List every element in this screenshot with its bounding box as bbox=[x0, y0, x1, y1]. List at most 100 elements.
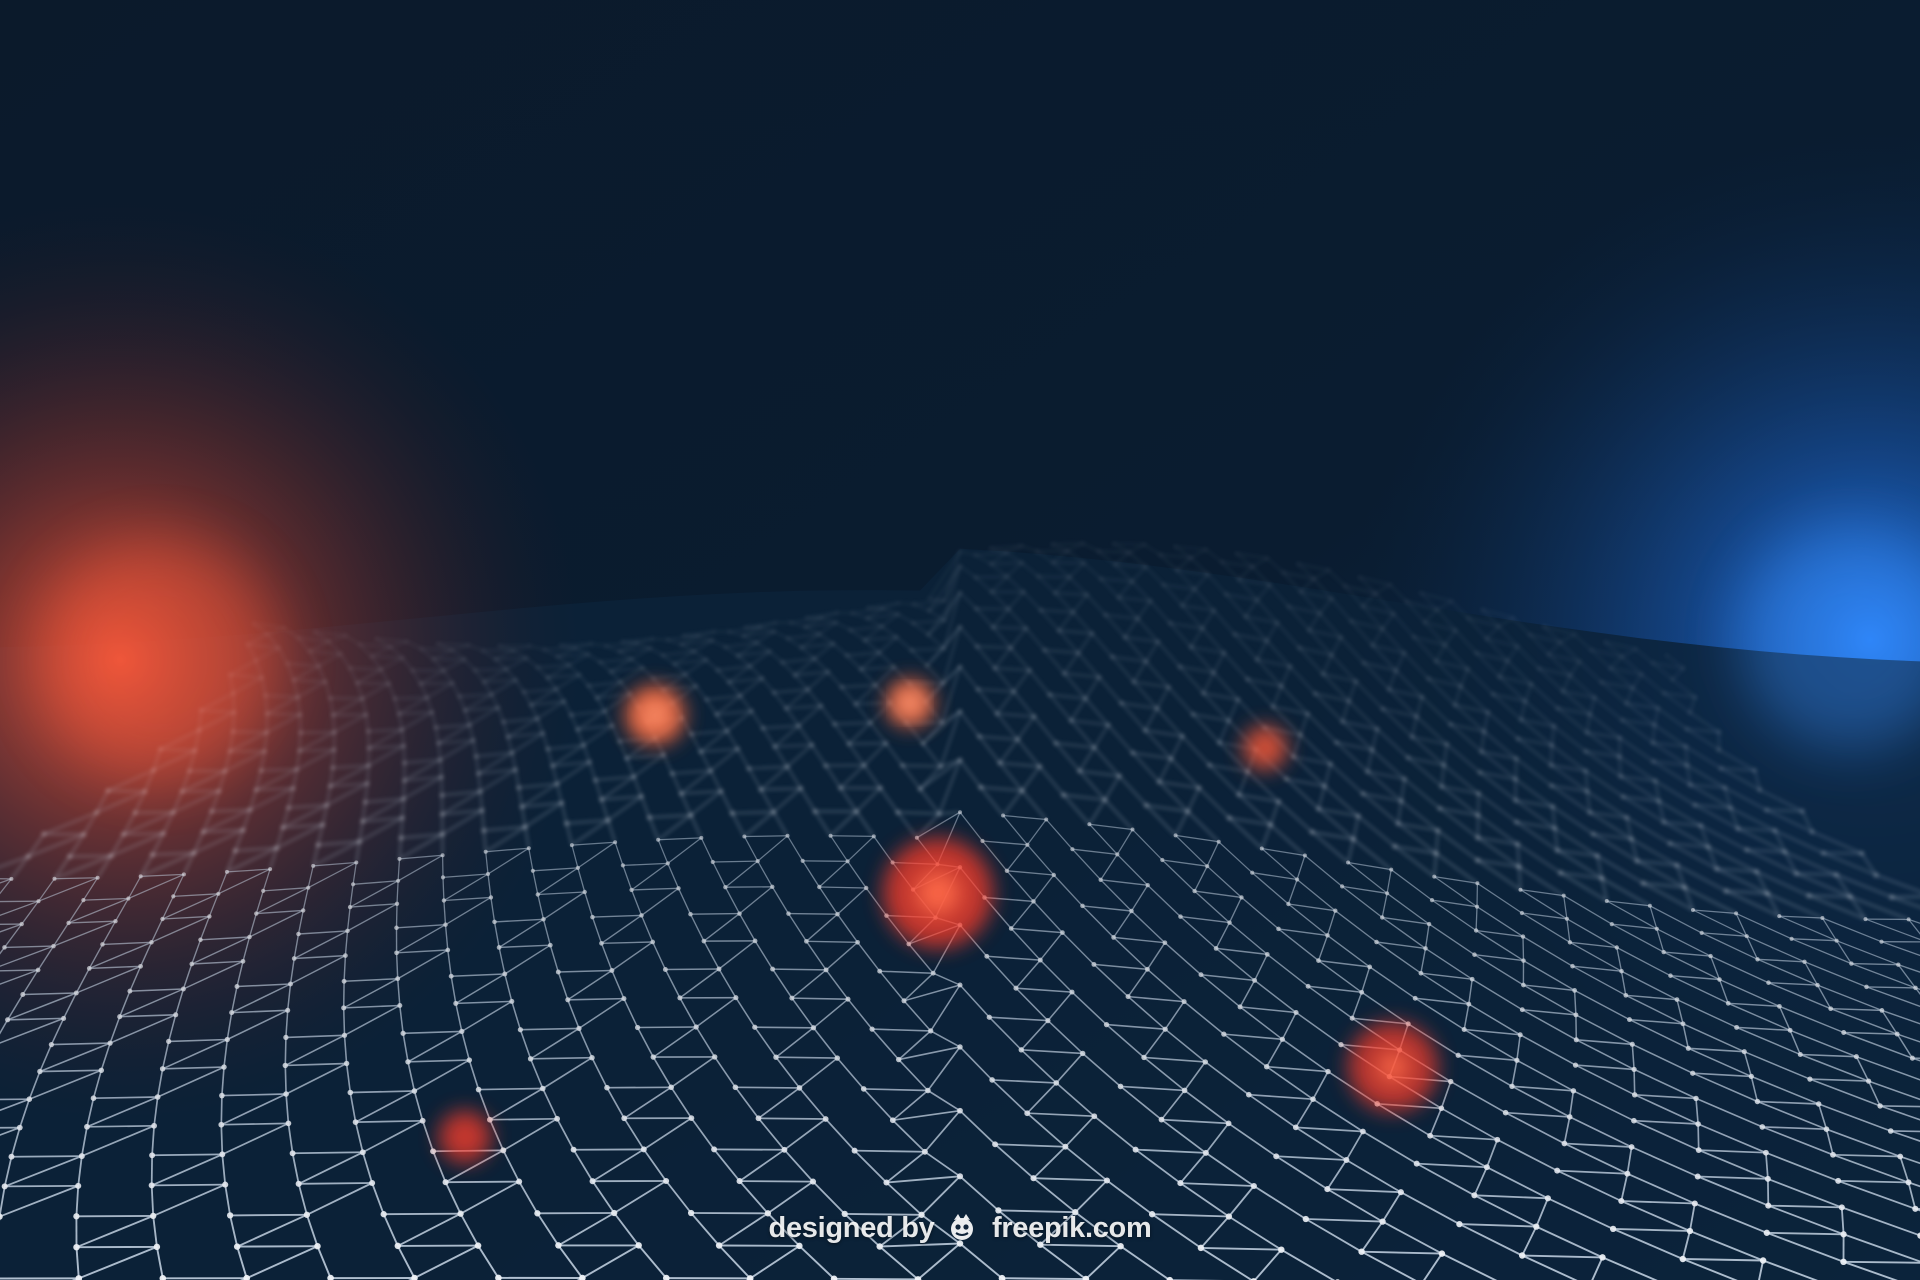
mesh-edge bbox=[1143, 1056, 1186, 1092]
mesh-node bbox=[854, 702, 858, 706]
mesh-edge bbox=[640, 915, 654, 943]
mesh-node bbox=[1442, 763, 1446, 767]
mesh-edge bbox=[794, 658, 815, 676]
mesh-node bbox=[1246, 677, 1249, 681]
mesh-edge bbox=[528, 848, 534, 871]
mesh-edge bbox=[718, 968, 737, 999]
mesh-edge bbox=[1486, 638, 1508, 662]
mesh-edge bbox=[848, 722, 871, 745]
mesh-edge bbox=[364, 783, 368, 803]
mesh-edge bbox=[1835, 874, 1892, 898]
mesh-edge bbox=[1767, 1178, 1843, 1209]
mesh-edge bbox=[1779, 915, 1837, 942]
mesh-edge bbox=[1067, 550, 1085, 564]
mesh-node bbox=[749, 709, 753, 713]
mesh-edge bbox=[1114, 564, 1133, 582]
mesh-edge bbox=[218, 770, 226, 792]
mesh-node bbox=[774, 621, 777, 624]
mesh-edge bbox=[1344, 585, 1363, 607]
mesh-edge bbox=[847, 835, 875, 862]
mesh-node bbox=[397, 856, 402, 861]
mesh-node bbox=[308, 650, 311, 653]
mesh-node bbox=[1237, 578, 1240, 581]
mesh-edge bbox=[1431, 899, 1478, 908]
mesh-node bbox=[845, 859, 850, 864]
mesh-edge bbox=[78, 1246, 158, 1280]
mesh-node bbox=[587, 684, 590, 688]
mesh-edge bbox=[1078, 633, 1093, 654]
mesh-node bbox=[784, 706, 788, 710]
mesh-edge bbox=[1266, 953, 1309, 987]
mesh-edge bbox=[157, 1066, 225, 1098]
mesh-edge bbox=[1817, 984, 1883, 1012]
mesh-edge bbox=[1135, 1148, 1206, 1154]
mesh-edge bbox=[798, 1245, 835, 1280]
mesh-edge bbox=[1560, 872, 1602, 879]
mesh-edge bbox=[1047, 1020, 1084, 1054]
mesh-edge bbox=[229, 1215, 239, 1247]
mesh-edge bbox=[658, 837, 702, 841]
mesh-edge bbox=[607, 795, 642, 821]
mesh-edge bbox=[959, 551, 976, 556]
mesh-node bbox=[1838, 1204, 1845, 1211]
mesh-edge bbox=[990, 563, 1008, 577]
mesh-node bbox=[813, 657, 816, 660]
mesh-node bbox=[781, 661, 784, 664]
mesh-edge bbox=[577, 729, 585, 746]
mesh-edge bbox=[461, 1031, 471, 1061]
mesh-edge bbox=[1116, 853, 1149, 886]
mesh-edge bbox=[376, 638, 408, 642]
mesh-edge bbox=[798, 1057, 838, 1089]
mesh-edge bbox=[665, 1180, 692, 1214]
mesh-edge bbox=[264, 732, 268, 752]
mesh-edge bbox=[376, 638, 391, 648]
mesh-edge bbox=[1476, 652, 1508, 662]
mesh-edge bbox=[0, 1017, 64, 1044]
mesh-node bbox=[402, 778, 406, 783]
mesh-node bbox=[1879, 1008, 1885, 1013]
mesh-edge bbox=[879, 970, 934, 974]
mesh-edge bbox=[1837, 1180, 1916, 1210]
mesh-edge bbox=[1551, 785, 1591, 813]
mesh-edge bbox=[1180, 916, 1217, 949]
mesh-node bbox=[440, 832, 445, 837]
mesh-edge bbox=[881, 613, 899, 627]
mesh-edge bbox=[442, 809, 483, 835]
mesh-edge bbox=[1421, 696, 1451, 725]
mesh-edge bbox=[282, 824, 323, 829]
mesh-node bbox=[1062, 1143, 1069, 1150]
mesh-node bbox=[1619, 968, 1624, 974]
mesh-edge bbox=[193, 829, 244, 854]
mesh-node bbox=[1202, 1149, 1209, 1156]
mesh-edge bbox=[717, 669, 730, 683]
mesh-edge bbox=[1516, 821, 1555, 829]
mesh-edge bbox=[1238, 771, 1249, 795]
mesh-edge bbox=[77, 1155, 83, 1187]
mesh-node bbox=[1018, 1047, 1025, 1053]
mesh-node bbox=[1001, 813, 1006, 818]
mesh-edge bbox=[1209, 764, 1240, 795]
mesh-edge bbox=[1517, 738, 1552, 746]
mesh-edge bbox=[990, 548, 1007, 554]
mesh-node bbox=[845, 654, 849, 657]
mesh-node bbox=[1276, 799, 1281, 804]
mesh-edge bbox=[371, 646, 391, 657]
mesh-edge bbox=[1529, 634, 1549, 655]
mesh-edge bbox=[28, 1071, 41, 1100]
mesh-node bbox=[997, 761, 1002, 765]
mesh-edge bbox=[700, 837, 714, 863]
mesh-edge bbox=[1414, 997, 1465, 1031]
mesh-edge bbox=[255, 770, 262, 791]
mesh-edge bbox=[1175, 834, 1219, 843]
mesh-edge bbox=[1253, 954, 1268, 981]
mesh-edge bbox=[578, 674, 589, 687]
mesh-edge bbox=[394, 697, 428, 699]
mesh-edge bbox=[1908, 918, 1920, 924]
mesh-edge bbox=[1569, 661, 1580, 676]
mesh-node bbox=[482, 649, 484, 652]
mesh-edge bbox=[714, 1056, 737, 1088]
mesh-edge bbox=[806, 940, 858, 944]
mesh-node bbox=[1753, 769, 1757, 772]
mesh-node bbox=[796, 1085, 803, 1091]
mesh-node bbox=[781, 1146, 788, 1153]
